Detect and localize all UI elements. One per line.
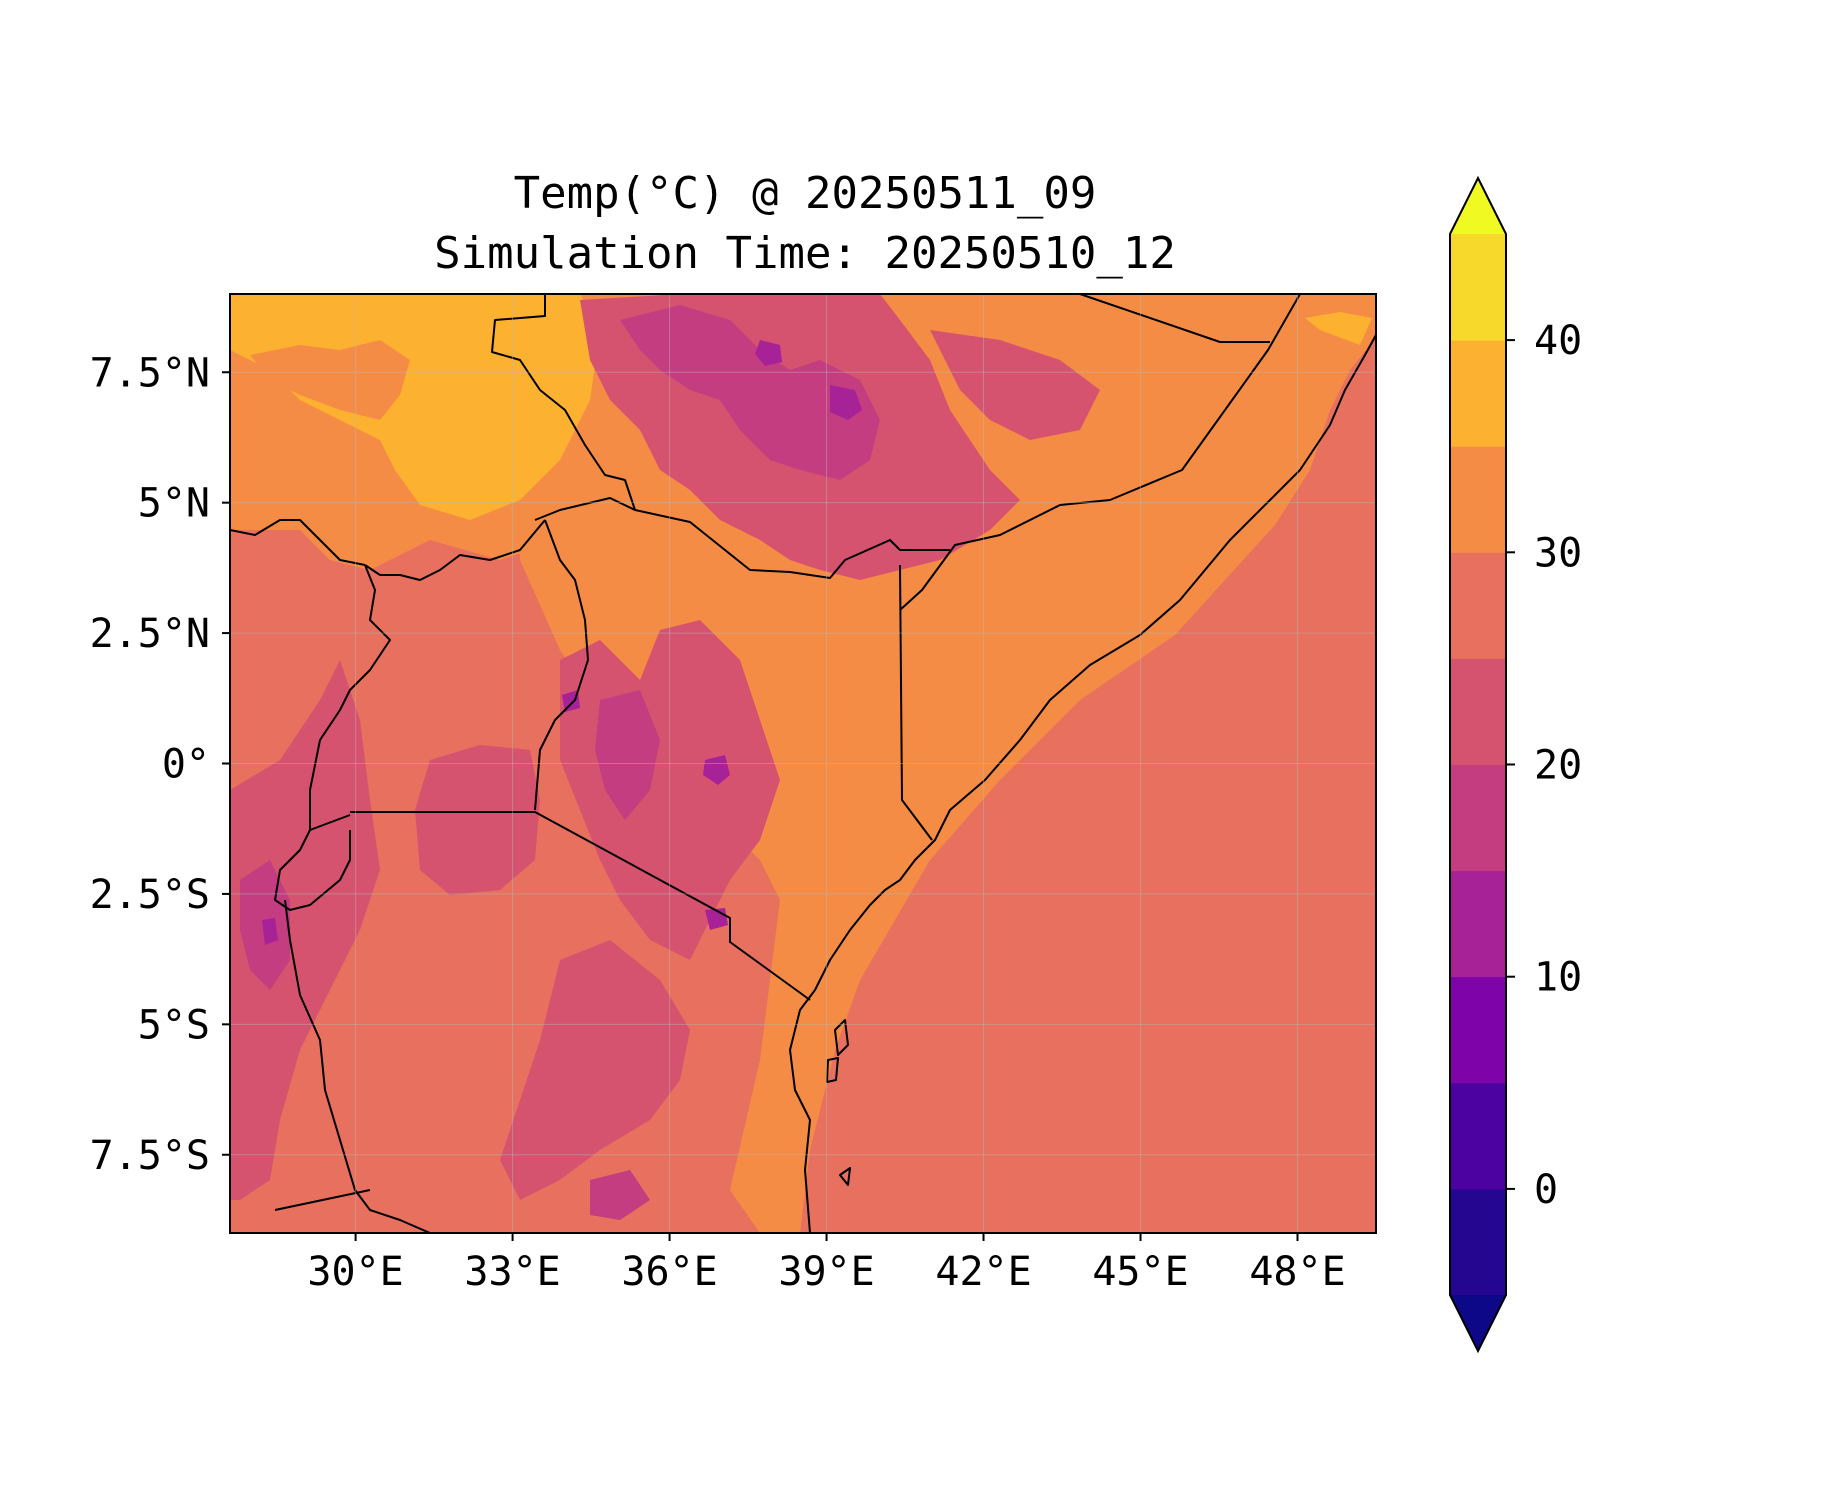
somaliland-border bbox=[1079, 294, 1270, 343]
figure-title: Temp(°C) @ 20250511_09 bbox=[513, 168, 1097, 219]
colorbar-band bbox=[1450, 764, 1506, 872]
ethiopian-highland-east bbox=[930, 330, 1100, 440]
hot-north-patch bbox=[250, 340, 410, 420]
lat-tick-label: 5°S bbox=[138, 1002, 210, 1048]
kenya-somalia-border bbox=[899, 564, 933, 841]
lat-tick-label: 5°N bbox=[138, 481, 210, 527]
tanzania-zambia-border bbox=[274, 1189, 371, 1211]
colorbar-over-triangle bbox=[1450, 178, 1506, 234]
uganda-kenya-border bbox=[534, 519, 589, 811]
somalia-coastline bbox=[789, 334, 1376, 1233]
ethiopia-kenya-border bbox=[534, 497, 950, 579]
lat-tick-label: 2.5°N bbox=[90, 611, 210, 657]
colorbar-band bbox=[1450, 340, 1506, 447]
lat-tick-label: 2.5°S bbox=[90, 872, 210, 918]
colorbar-band bbox=[1450, 446, 1506, 553]
ethiopia-somalia-border bbox=[899, 294, 1301, 611]
ethiopian-summit-2 bbox=[755, 340, 782, 366]
longitude-axis: 30°E 33°E 36°E 39°E 42°E 45°E 48°E bbox=[307, 1233, 1346, 1295]
colorbar-band bbox=[1450, 976, 1506, 1084]
mafia-island bbox=[839, 1167, 851, 1186]
colorbar-band bbox=[1450, 552, 1506, 659]
colorbar-band bbox=[1450, 870, 1506, 978]
colorbar-tick-label: 20 bbox=[1534, 743, 1582, 789]
lon-tick-label: 48°E bbox=[1249, 1249, 1345, 1295]
western-rift-summit bbox=[262, 918, 278, 945]
colorbar-under-triangle bbox=[1450, 1295, 1506, 1351]
lat-tick-label: 7.5°N bbox=[90, 350, 210, 396]
ethiopian-peaks bbox=[620, 305, 880, 480]
country-borders bbox=[230, 294, 1376, 1233]
lon-tick-label: 33°E bbox=[464, 1249, 560, 1295]
figure-subtitle: Simulation Time: 20250510_12 bbox=[434, 228, 1176, 279]
colorbar: 0 10 20 30 40 bbox=[1449, 175, 1582, 1354]
hot-somalia-patch bbox=[1305, 312, 1372, 345]
lon-tick-label: 45°E bbox=[1092, 1249, 1188, 1295]
tanzania-south-peaks bbox=[590, 1170, 650, 1220]
victoria-basin-fill bbox=[415, 745, 540, 895]
colorbar-tick-label: 0 bbox=[1534, 1167, 1558, 1213]
zanzibar-island bbox=[834, 1019, 849, 1056]
south-sudan-ethiopia-border bbox=[491, 294, 636, 511]
lon-tick-label: 36°E bbox=[621, 1249, 717, 1295]
lat-tick-label: 0° bbox=[162, 742, 210, 788]
lon-tick-label: 30°E bbox=[307, 1249, 403, 1295]
kenya-rift-peaks bbox=[595, 690, 660, 820]
latitude-axis: 7.5°N 5°N 2.5°N 0° 2.5°S 5°S 7.5°S bbox=[90, 350, 230, 1179]
colorbar-tick-label: 30 bbox=[1534, 530, 1582, 576]
colorbar-band bbox=[1450, 234, 1506, 341]
western-rift-fill bbox=[230, 660, 380, 1200]
uganda-north-border bbox=[364, 519, 546, 581]
colorbar-tick-label: 40 bbox=[1534, 318, 1582, 364]
colorbar-tick-label: 10 bbox=[1534, 955, 1582, 1001]
lat-tick-label: 7.5°S bbox=[90, 1133, 210, 1179]
mt-kenya-summit bbox=[703, 755, 730, 785]
uganda-west-border bbox=[309, 564, 391, 831]
pemba-island bbox=[826, 1057, 839, 1083]
colorbar-outline bbox=[1449, 175, 1507, 1354]
tanzania-north-border bbox=[350, 811, 811, 1001]
lake-tanganyika-shore bbox=[284, 899, 431, 1233]
colorbar-band bbox=[1450, 1082, 1506, 1190]
lon-tick-label: 42°E bbox=[935, 1249, 1031, 1295]
map-area bbox=[230, 294, 1376, 1233]
colorbar-band bbox=[1450, 1188, 1506, 1296]
rwanda-burundi-border bbox=[274, 829, 351, 911]
ethiopian-summit bbox=[830, 385, 862, 420]
lon-tick-label: 39°E bbox=[778, 1249, 874, 1295]
colorbar-band bbox=[1450, 658, 1506, 765]
south-sudan-drc-border bbox=[230, 519, 366, 566]
tanzania-highland-fill bbox=[500, 940, 690, 1200]
gridlines bbox=[230, 294, 1376, 1233]
